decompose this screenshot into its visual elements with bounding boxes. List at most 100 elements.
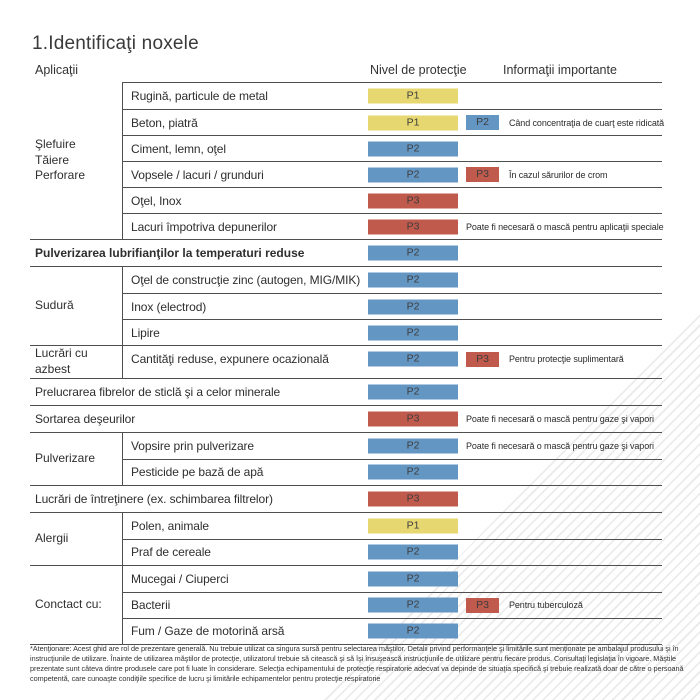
info-area: Poate fi necesară o mască pentru aplicaţ… [466, 214, 664, 239]
protection-badge-p3: P3 [466, 167, 499, 182]
protection-badge-p1: P1 [368, 115, 458, 130]
info-area: P3 Pentru protecţie suplimentară [466, 346, 624, 372]
group-items: Mucegai / Ciuperci P2 Bacterii P2 P3 Pentru t… [122, 565, 662, 644]
protection-badge-p2: P2 [368, 597, 458, 613]
info-note: Pentru tuberculoză [509, 600, 583, 611]
protection-badge-p3: P3 [368, 491, 458, 507]
info-note: Poate fi necesară o mască pentru aplicaţ… [466, 221, 664, 232]
group-label: Sudură [35, 298, 74, 313]
table-row: Ciment, lemn, oţel P2 [123, 135, 662, 161]
table-row: Oţel, Inox P3 [123, 187, 662, 213]
protection-badge-p3: P3 [368, 193, 458, 208]
protection-badge-p2: P2 [368, 351, 458, 367]
application-label: Oţel de construcţie zinc (autogen, MIG/M… [131, 273, 361, 287]
protection-badge-p3: P3 [368, 411, 458, 427]
protection-badge-p2: P2 [368, 141, 458, 156]
table-row: Lipire P2 [123, 319, 662, 345]
application-label: Bacterii [131, 598, 171, 613]
table-group: Sortarea deşeurilor P3 Poate fi necesară o… [30, 404, 662, 432]
group-label: Alergii [35, 530, 69, 545]
group-items: Polen, animale P1 Praf de cereale P2 [122, 512, 662, 565]
application-label: Prelucrarea fibrelor de sticlă şi a celo… [35, 384, 281, 399]
table-row: Oţel de construcţie zinc (autogen, MIG/M… [123, 267, 662, 293]
application-label: Pesticide pe bază de apă [131, 465, 264, 480]
table-row: Polen, animale P1 [123, 513, 662, 539]
table-row: Sortarea deşeurilor P3 Poate fi necesară o… [30, 406, 662, 432]
group-label: Pulverizare [35, 450, 96, 465]
table-row: Prelucrarea fibrelor de sticlă şi a celo… [30, 379, 662, 405]
application-label: Beton, piatră [131, 115, 198, 130]
group-items: Sortarea deşeurilor P3 Poate fi necesară o… [30, 406, 662, 432]
table-row: Vopsele / lacuri / grunduri P2 P3 În cazul … [123, 161, 662, 187]
protection-badge-p1: P1 [368, 518, 458, 534]
protection-badge-p1: P1 [368, 88, 458, 104]
info-area: P2 Când concentraţia de cuarţ este ridica… [466, 110, 664, 135]
info-note: Pentru protecţie suplimentară [509, 354, 624, 364]
column-header-applications: Aplicaţii [35, 63, 79, 77]
protection-badge-p2: P2 [368, 544, 458, 560]
application-label: Lipire [131, 325, 160, 340]
info-note: Poate fi necesară o mască pentru gaze şi… [466, 413, 654, 424]
info-area: P3 Pentru tuberculoză [466, 593, 583, 618]
protection-badge-p3: P3 [466, 351, 499, 367]
protection-badge-p2: P2 [368, 167, 458, 182]
table-row: Vopsire prin pulverizare P2 Poate fi neces… [123, 433, 662, 459]
column-header-protection-level: Nivel de protecţie [370, 63, 467, 77]
table-row: Praf de cereale P2 [123, 538, 662, 565]
info-note: Poate fi necesară o mască pentru gaze şi… [466, 440, 654, 451]
application-label: Rugină, particule de metal [131, 89, 268, 103]
application-label: Oţel, Inox [131, 193, 182, 208]
application-label: Praf de cereale [131, 545, 211, 560]
application-label: Cantităţi reduse, expunere ocazională [131, 352, 329, 366]
table-row: Beton, piatră P1 P2 Când concentraţia de cu… [123, 109, 664, 135]
protection-badge-p3: P3 [368, 219, 458, 234]
group-items: Oţel de construcţie zinc (autogen, MIG/M… [122, 267, 662, 345]
group-items: Lucrări de întreţinere (ex. schimbarea f… [30, 486, 662, 512]
protection-badge-p3: P3 [466, 597, 499, 613]
protection-badge-p2: P2 [368, 571, 458, 587]
protection-badge-p2: P2 [368, 272, 458, 288]
table-row: Bacterii P2 P3 Pentru tuberculoză [123, 591, 662, 618]
page-title: 1.Identificaţi noxele [32, 33, 199, 54]
info-area: Poate fi necesară o mască pentru gaze şi… [466, 406, 654, 432]
protection-badge-p2: P2 [368, 325, 458, 340]
table-group: Şlefuire Tăiere Perforare Rugină, particu… [30, 82, 664, 239]
table-group: Lucrări cu azbest Cantităţi reduse, expun… [30, 345, 662, 378]
table-group: Conctact cu: Mucegai / Ciuperci P2 Bacterii… [30, 564, 662, 645]
table-group: Pulverizare Vopsire prin pulverizare P2 Poa… [30, 431, 662, 485]
table-row: Fum / Gaze de motorină arsă P2 [123, 617, 662, 644]
protection-badge-p2: P2 [368, 299, 458, 314]
table-row: Lacuri împotriva depunerilor P3 Poate fi n… [123, 213, 664, 239]
application-label: Lucrări de întreţinere (ex. schimbarea f… [35, 491, 273, 506]
footnote-disclaimer: *Atenţionare: Acest ghid are rol de prez… [30, 644, 684, 683]
protection-badge-p2: P2 [368, 384, 458, 400]
group-items: Vopsire prin pulverizare P2 Poate fi neces… [122, 432, 662, 485]
application-label: Pulverizarea lubrifianţilor la temperatu… [35, 246, 305, 260]
application-label: Vopsele / lacuri / grunduri [131, 167, 264, 182]
group-items: Prelucrarea fibrelor de sticlă şi a celo… [30, 379, 662, 405]
table-group: Alergii Polen, animale P1 Praf de cereale P2 [30, 511, 662, 565]
table-row: Lucrări de întreţinere (ex. schimbarea f… [30, 486, 662, 512]
info-area: Poate fi necesară o mască pentru gaze şi… [466, 433, 654, 459]
group-items: Pulverizarea lubrifianţilor la temperatu… [30, 240, 662, 266]
application-label: Vopsire prin pulverizare [131, 438, 254, 453]
group-label: Conctact cu: [35, 596, 102, 611]
column-header-important-info: Informaţii importante [503, 63, 617, 77]
hazard-table: Şlefuire Tăiere Perforare Rugină, particu… [30, 82, 664, 645]
protection-badge-p2: P2 [368, 464, 458, 480]
application-label: Polen, animale [131, 518, 209, 533]
protection-badge-p2: P2 [368, 438, 458, 454]
table-row: Cantităţi reduse, expunere ocazională P2 P… [123, 346, 662, 372]
application-label: Sortarea deşeurilor [35, 411, 136, 426]
group-label: Şlefuire Tăiere Perforare [35, 136, 86, 183]
group-label: Lucrări cu azbest [35, 346, 88, 376]
table-group: Sudură Oţel de construcţie zinc (autogen,… [30, 266, 662, 345]
protection-badge-p2: P2 [368, 623, 458, 639]
table-row: Pulverizarea lubrifianţilor la temperatu… [30, 240, 662, 266]
info-note: Când concentraţia de cuarţ este ridicată [509, 117, 665, 128]
table-group: Lucrări de întreţinere (ex. schimbarea f… [30, 484, 662, 512]
table-row: Inox (electrod) P2 [123, 293, 662, 319]
application-label: Lacuri împotriva depunerilor [131, 219, 277, 234]
protection-badge-p2: P2 [466, 115, 499, 130]
